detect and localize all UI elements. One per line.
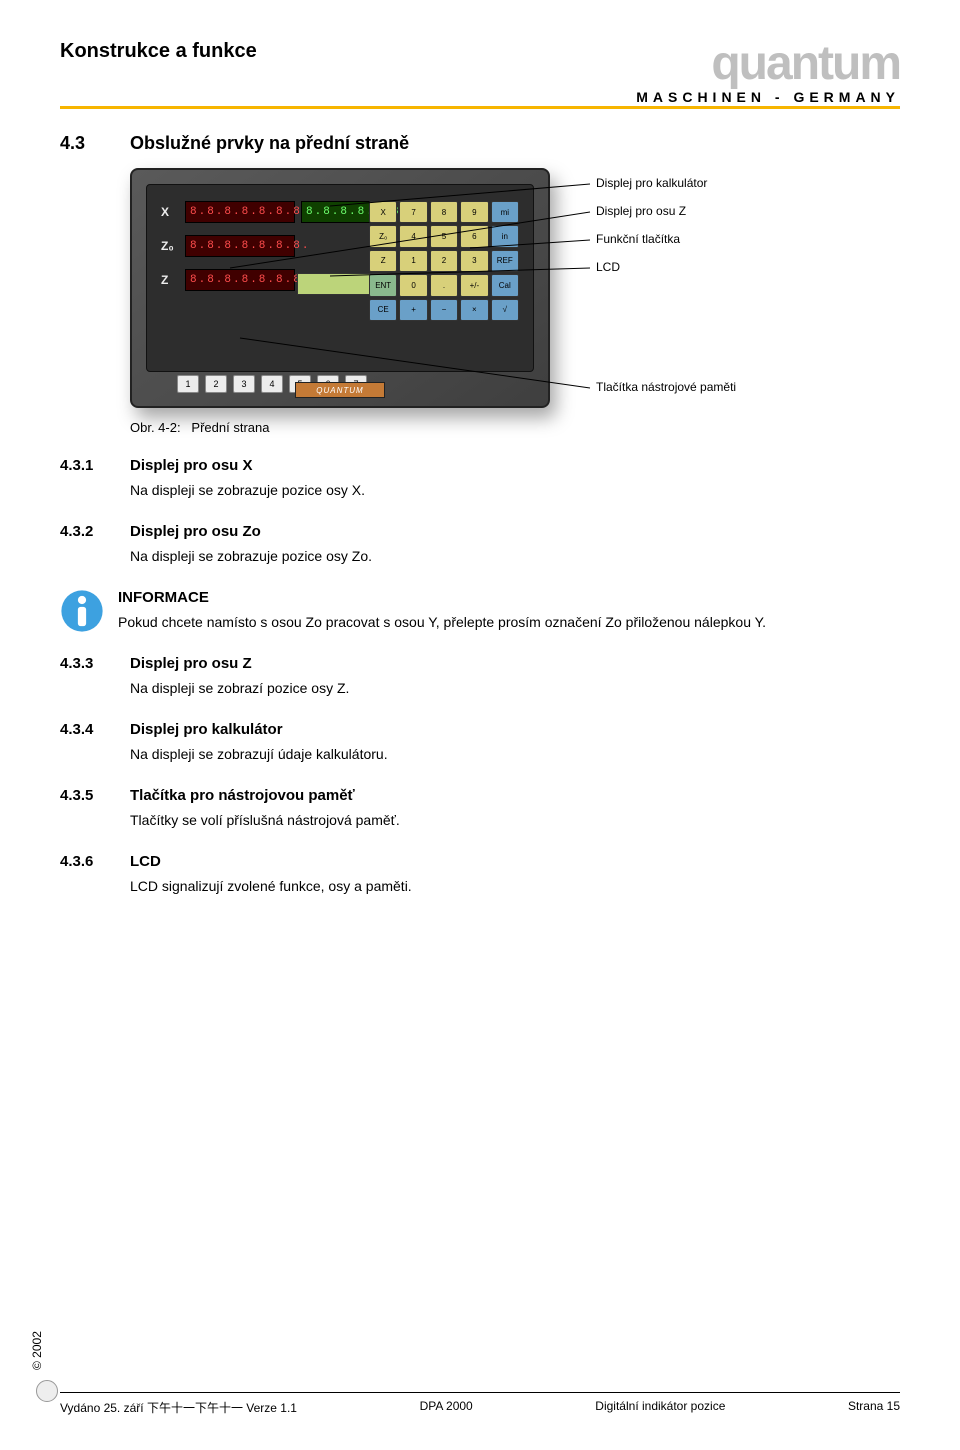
page-header: Konstrukce a funkce quantum MASCHINEN - … — [60, 40, 900, 104]
subsection-text: Na displeji se zobrazují údaje kalkuláto… — [130, 744, 900, 765]
footer-center: DPA 2000 — [420, 1399, 473, 1416]
subsection: 4.3.6 LCD — [60, 853, 900, 870]
brand-logo: quantum MASCHINEN - GERMANY — [636, 40, 900, 104]
subsection: 4.3.3 Displej pro osu Z — [60, 655, 900, 672]
info-icon — [60, 589, 104, 633]
figure-caption: Obr. 4-2: Přední strana — [130, 420, 900, 435]
device-illustration: X 8.8.8.8.8.8.8. 8.8.8.8.8.8.8. Z₀ 8.8.8… — [130, 168, 550, 408]
figure-area: X 8.8.8.8.8.8.8. 8.8.8.8.8.8.8. Z₀ 8.8.8… — [130, 168, 900, 408]
heading-title: Obslužné prvky na přední straně — [130, 133, 900, 154]
axis-label: Z₀ — [161, 239, 179, 253]
subsection-text: Na displeji se zobrazuje pozice osy X. — [130, 480, 900, 501]
device-brand: QUANTUM — [295, 382, 385, 398]
heading-number: 4.3 — [60, 133, 130, 154]
subsection-text: LCD signalizují zvolené funkce, osy a pa… — [130, 876, 900, 897]
callout-lcd: LCD — [596, 260, 620, 274]
info-box: INFORMACE Pokud chcete namísto s osou Zo… — [60, 589, 900, 633]
subsection: 4.3.1 Displej pro osu X — [60, 457, 900, 474]
logo-subtitle: MASCHINEN - GERMANY — [636, 90, 900, 104]
section-title: Konstrukce a funkce — [60, 40, 257, 69]
callout-z: Displej pro osu Z — [596, 204, 686, 218]
header-rule — [60, 106, 900, 109]
footer-right-b: Strana 15 — [848, 1399, 900, 1416]
main-heading: 4.3 Obslužné prvky na přední straně — [60, 133, 900, 154]
subsection: 4.3.5 Tlačítka pro nástrojovou paměť — [60, 787, 900, 804]
footer-right-a: Digitální indikátor pozice — [595, 1399, 725, 1416]
subsection: 4.3.2 Displej pro osu Zo — [60, 523, 900, 540]
axis-label: Z — [161, 273, 179, 287]
subsection-text: Tlačítky se volí příslušná nástrojová pa… — [130, 810, 900, 831]
copyright: © 2002 — [30, 1331, 44, 1370]
subsection-text: Na displeji se zobrazuje pozice osy Zo. — [130, 546, 900, 567]
axis-label: X — [161, 205, 179, 219]
keypad: X789mi Z₀456in Z123REF ENT0.+/-Cal CE+−×… — [369, 201, 519, 321]
footer-left: Vydáno 25. září 下午十一下午十一 Verze 1.1 — [60, 1399, 297, 1416]
callout-fn-keys: Funkční tlačítka — [596, 232, 680, 246]
callout-calc: Displej pro kalkulátor — [596, 176, 707, 190]
page-footer: Vydáno 25. září 下午十一下午十一 Verze 1.1 DPA 2… — [60, 1392, 900, 1416]
info-title: INFORMACE — [118, 589, 900, 606]
subsection-text: Na displeji se zobrazí pozice osy Z. — [130, 678, 900, 699]
info-text: Pokud chcete namísto s osou Zo pracovat … — [118, 612, 900, 633]
copyright-mark — [36, 1380, 58, 1402]
subsection: 4.3.4 Displej pro kalkulátor — [60, 721, 900, 738]
logo-main: quantum — [636, 40, 900, 88]
callout-memkeys: Tlačítka nástrojové paměti — [596, 380, 736, 394]
